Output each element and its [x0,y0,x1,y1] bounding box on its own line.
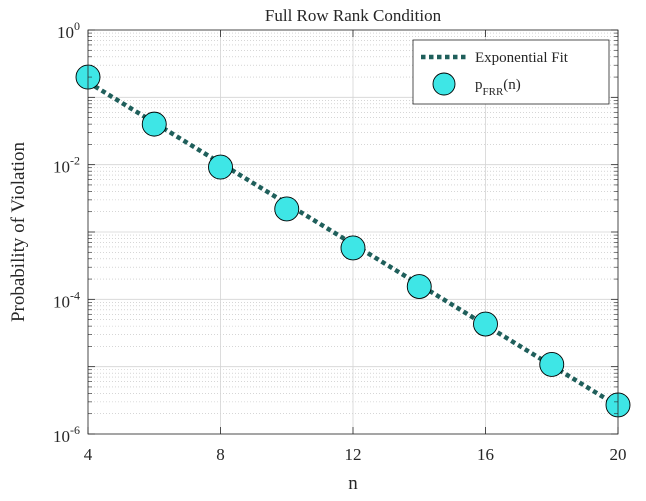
y-tick-label-base: 10 [53,158,70,177]
x-axis-label: n [348,473,358,494]
legend: Exponential Fit pFRR(n) [412,39,610,105]
legend-label-sub: FRR [483,86,504,98]
y-tick-label: 100 [57,19,80,42]
data-point [141,111,167,137]
y-tick-label-base: 10 [53,292,70,311]
data-point [406,274,432,299]
x-tick-label: 20 [610,445,627,464]
y-tick-label: 10-2 [53,154,80,177]
y-tick-label-base: 10 [53,427,70,446]
legend-label-pfrr: pFRR(n) [475,77,521,98]
data-point [208,154,233,180]
y-tick-label: 10-4 [53,288,80,311]
data-point [274,196,300,222]
legend-label-fit: Exponential Fit [475,50,569,66]
y-tick-label-exponent: -6 [70,423,80,437]
chart-title: Full Row Rank Condition [265,6,442,25]
ticks [87,29,619,435]
x-tick-label: 12 [345,445,362,464]
data-point [340,235,366,261]
y-axis-label: Probability of Violation [8,141,29,322]
legend-label-main: p [475,77,483,93]
data-point [473,311,498,337]
x-tick-label: 16 [477,445,494,464]
y-tick-label-base: 10 [57,23,74,42]
legend-label-suffix: (n) [503,77,521,93]
y-tick-label: 10-6 [53,423,80,446]
x-tick-label: 4 [84,445,93,464]
x-tick-label: 8 [216,445,225,464]
y-tick-label-exponent: 0 [74,19,80,33]
y-tick-label-exponent: -4 [70,288,80,302]
legend-marker-sample [432,72,456,96]
y-tick-label-exponent: -2 [70,154,80,168]
data-point [539,351,565,377]
